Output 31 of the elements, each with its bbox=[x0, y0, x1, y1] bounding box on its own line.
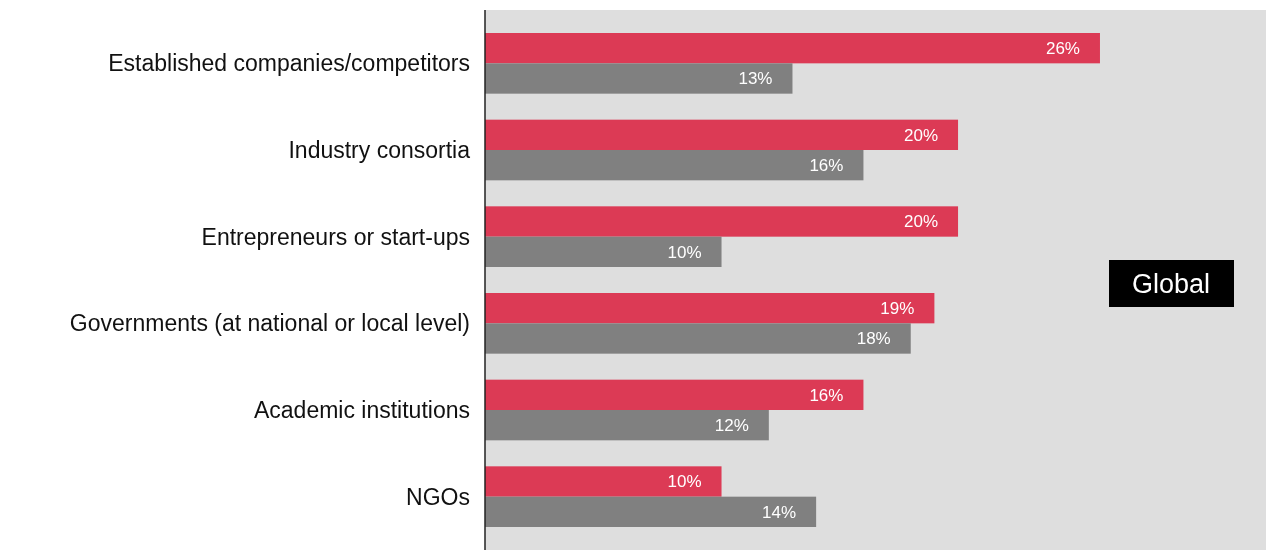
data-label: 16% bbox=[809, 156, 844, 176]
bar bbox=[485, 323, 911, 354]
data-label: 10% bbox=[667, 472, 702, 492]
bar bbox=[485, 293, 935, 324]
y-tick-label: NGOs bbox=[406, 483, 470, 510]
data-label: 20% bbox=[904, 212, 939, 232]
y-tick-label: Entrepreneurs or start-ups bbox=[201, 223, 470, 250]
data-label: 14% bbox=[762, 502, 797, 522]
bar bbox=[485, 33, 1100, 64]
data-label: 18% bbox=[856, 329, 891, 349]
bar bbox=[485, 119, 959, 150]
bar bbox=[485, 236, 722, 267]
data-label: 26% bbox=[1045, 39, 1080, 59]
y-tick-label: Academic institutions bbox=[253, 397, 470, 424]
bar bbox=[485, 63, 793, 94]
bar bbox=[485, 150, 864, 181]
bar bbox=[485, 206, 959, 237]
y-tick-label: Established companies/competitors bbox=[108, 50, 470, 77]
data-label: 12% bbox=[714, 416, 749, 436]
y-tick-label: Industry consortia bbox=[288, 137, 471, 164]
data-label: 16% bbox=[809, 385, 844, 405]
data-label: 19% bbox=[880, 299, 915, 319]
data-label: 20% bbox=[904, 125, 939, 145]
text: Global bbox=[1131, 269, 1211, 300]
bar bbox=[485, 379, 864, 410]
bar bbox=[485, 466, 722, 497]
bar bbox=[485, 410, 769, 441]
y-tick-label: Governments (at national or local level) bbox=[69, 310, 470, 337]
bar bbox=[485, 496, 817, 527]
data-label: 13% bbox=[738, 69, 773, 89]
data-label: 10% bbox=[667, 242, 702, 262]
